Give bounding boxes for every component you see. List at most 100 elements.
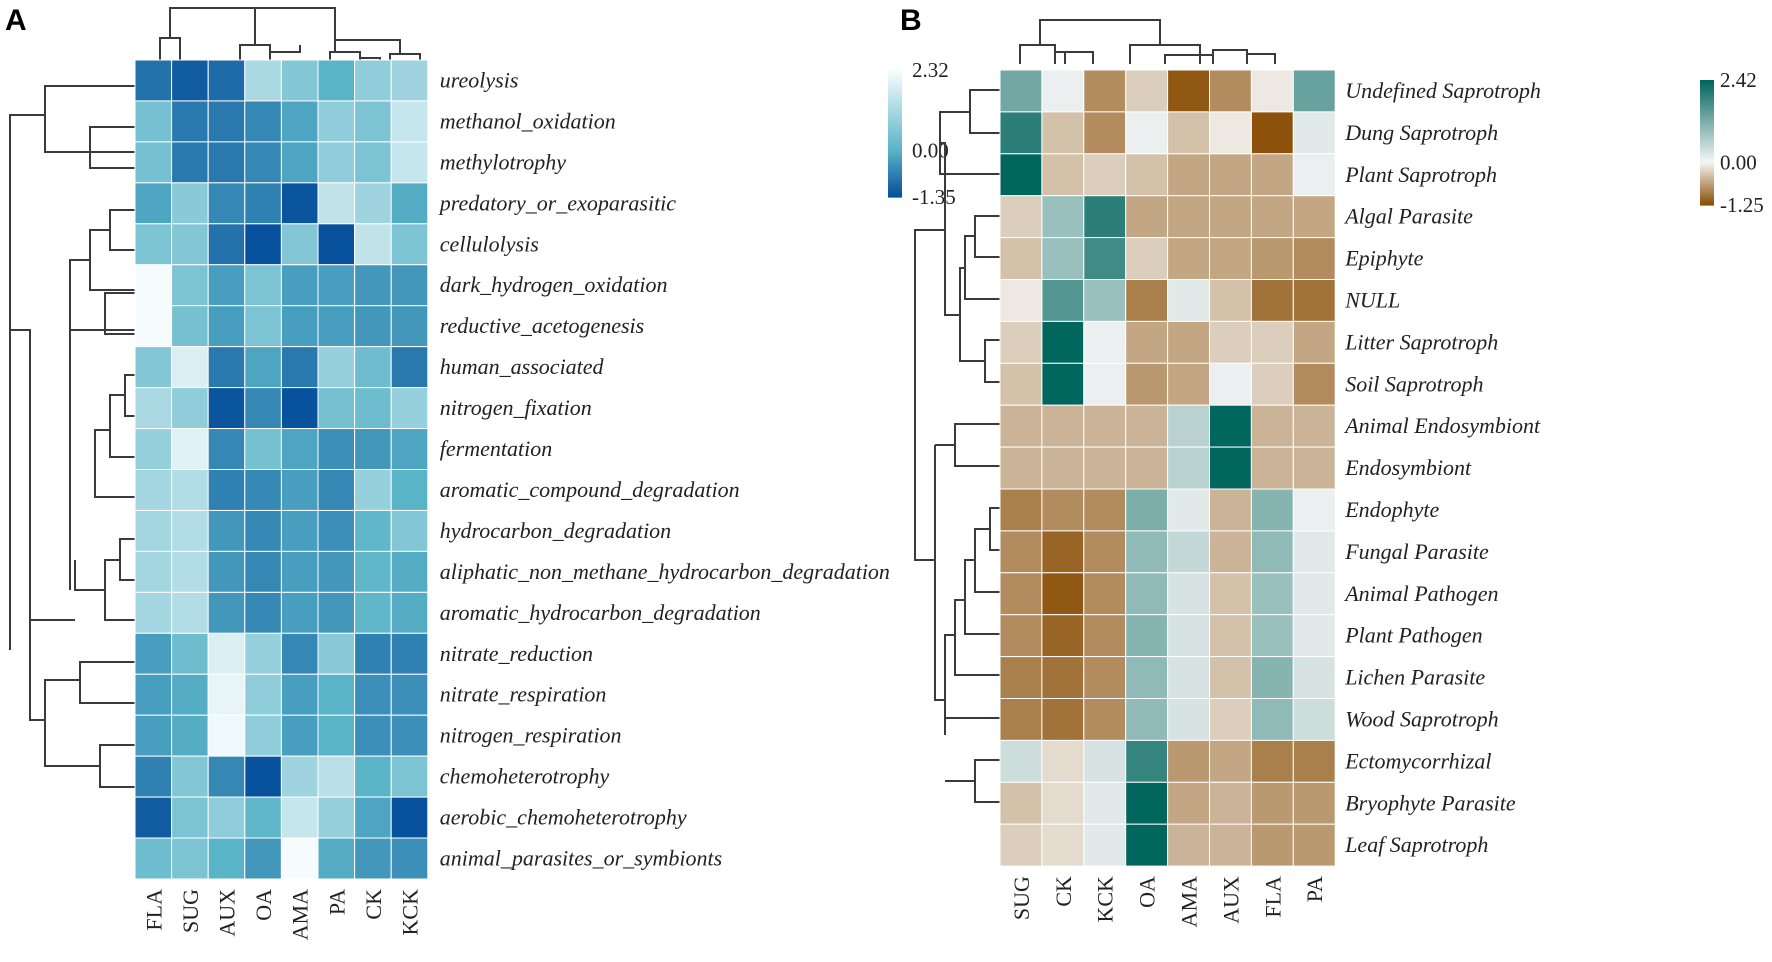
heatmap-cell-a-r4-c2 (207, 223, 246, 266)
legend-swatch-b-22 (1700, 125, 1714, 129)
legend-swatch-b-32 (1700, 146, 1714, 150)
heatmap-cell-a-r8-c7 (390, 387, 429, 430)
heatmap-cell-a-r5-c6 (354, 264, 392, 307)
legend-swatch-b-34 (1700, 150, 1714, 154)
heatmap-cell-b-r7-c7 (1292, 362, 1336, 406)
heatmap-cell-a-r16-c4 (280, 714, 319, 757)
heatmap-cell-a-r13-c3 (244, 591, 282, 634)
heatmap-cell-a-r19-c3 (244, 837, 282, 880)
heatmap-cell-a-r0-c4 (280, 59, 319, 102)
heatmap-cell-a-r10-c3 (244, 469, 282, 511)
legend-swatch-a-49 (888, 173, 902, 177)
heatmap-cell-b-r10-c4 (1167, 488, 1210, 532)
legend-swatch-a-57 (888, 190, 902, 194)
heatmap-cell-b-r1-c7 (1292, 111, 1336, 155)
legend-tick-b-1: 0.00 (1720, 150, 1757, 174)
legend-swatch-a-54 (888, 184, 902, 188)
legend-swatch-b-18 (1700, 117, 1714, 121)
row-label-b-15: Wood Saprotroph (1345, 706, 1498, 731)
legend-swatch-a-19 (888, 110, 902, 113)
heatmap-cell-a-r13-c1 (171, 591, 209, 634)
row-label-b-0: Undefined Saprotroph (1345, 78, 1541, 103)
heatmap-cell-b-r16-c5 (1209, 739, 1252, 783)
panel-b-dendrograms (914, 19, 1276, 803)
row-label-a-1: methanol_oxidation (440, 108, 616, 133)
heatmap-cell-a-r0-c6 (354, 59, 392, 102)
legend-swatch-b-1 (1700, 82, 1714, 85)
heatmap-cell-a-r17-c3 (244, 755, 282, 798)
heatmap-cell-b-r14-c7 (1292, 656, 1336, 699)
panel-b-label: B (900, 4, 922, 37)
legend-swatch-b-9 (1700, 98, 1714, 102)
legend-swatch-a-34 (888, 141, 902, 145)
heatmap-cell-a-r16-c7 (390, 714, 429, 757)
legend-swatch-b-11 (1700, 102, 1714, 106)
row-label-a-15: nitrate_respiration (440, 682, 607, 707)
row-label-a-17: chemoheterotrophy (440, 764, 610, 789)
heatmap-cell-a-r11-c1 (171, 509, 209, 552)
heatmap-cell-b-r6-c3 (1125, 320, 1169, 364)
heatmap-cell-a-r15-c2 (207, 673, 246, 716)
legend-swatch-b-48 (1700, 180, 1714, 183)
panel-b-row-labels: Undefined Saprotroph Dung Saprotroph Plant… (1343, 78, 1541, 857)
heatmap-cell-b-r16-c6 (1250, 739, 1294, 783)
heatmap-cell-b-r3-c6 (1250, 195, 1294, 239)
legend-swatch-a-7 (888, 84, 902, 88)
heatmap-cell-a-r12-c4 (280, 550, 319, 593)
heatmap-cell-a-r12-c7 (390, 550, 429, 593)
heatmap-cell-b-r5-c5 (1209, 279, 1252, 322)
heatmap-cell-a-r7-c6 (354, 346, 392, 389)
heatmap-cell-a-r14-c2 (207, 632, 246, 675)
heatmap-cell-b-r17-c5 (1209, 781, 1252, 825)
heatmap-cell-a-r17-c2 (207, 755, 246, 798)
column-label-b-4: AMA (1177, 876, 1202, 927)
heatmap-cell-b-r11-c6 (1250, 530, 1294, 574)
heatmap-cell-a-r6-c6 (354, 305, 392, 348)
heatmap-cell-a-r12-c5 (317, 550, 356, 593)
row-label-b-18: Leaf Saprotroph (1344, 832, 1488, 857)
legend-swatch-b-56 (1700, 196, 1714, 200)
legend-swatch-a-25 (888, 122, 902, 126)
legend-swatch-b-46 (1700, 175, 1714, 179)
heatmap-cell-a-r11-c0 (134, 509, 173, 552)
heatmap-cell-b-r9-c5 (1209, 446, 1252, 490)
legend-swatch-b-27 (1700, 136, 1714, 139)
heatmap-cell-b-r14-c2 (1083, 656, 1127, 699)
heatmap-cell-b-r17-c6 (1250, 781, 1294, 825)
legend-swatch-a-29 (888, 131, 902, 135)
heatmap-cell-b-r13-c4 (1167, 614, 1210, 658)
legend-swatch-b-45 (1700, 173, 1714, 177)
heatmap-cell-b-r13-c1 (1041, 614, 1085, 658)
legend-swatch-b-2 (1700, 84, 1714, 87)
heatmap-cell-b-r6-c4 (1167, 320, 1210, 364)
heatmap-cell-a-r15-c7 (390, 673, 429, 716)
heatmap-cell-a-r4-c4 (280, 223, 319, 266)
heatmap-cell-a-r9-c1 (171, 428, 209, 470)
legend-swatch-b-12 (1700, 105, 1714, 108)
row-label-b-10: Endophyte (1344, 497, 1439, 522)
heatmap-cell-a-r19-c4 (280, 837, 319, 880)
column-label-b-3: OA (1135, 876, 1160, 908)
heatmap-cell-b-r0-c4 (1167, 69, 1210, 113)
legend-swatch-b-49 (1700, 182, 1714, 185)
heatmap-cell-a-r1-c4 (280, 100, 319, 143)
panel-a-column-labels: FLA SUG AUX OA AMA PA CK KCK (141, 889, 422, 940)
heatmap-cell-b-r12-c7 (1292, 572, 1336, 616)
heatmap-cell-a-r16-c1 (171, 714, 209, 757)
panel-b-column-labels: SUG CK KCK OA AMA AUX FLA PA (1009, 876, 1327, 927)
legend-swatch-a-18 (888, 108, 902, 111)
legend-swatch-b-51 (1700, 186, 1714, 189)
column-label-a-4: AMA (288, 889, 313, 940)
legend-swatch-a-37 (888, 148, 902, 152)
legend-swatch-b-13 (1700, 107, 1714, 110)
heatmap-cell-b-r14-c5 (1209, 656, 1252, 699)
heatmap-cell-a-r18-c2 (207, 796, 246, 839)
heatmap-cell-b-r11-c2 (1083, 530, 1127, 574)
heatmap-cell-b-r10-c5 (1209, 488, 1252, 532)
legend-swatch-b-7 (1700, 94, 1714, 98)
heatmap-cell-b-r4-c0 (999, 237, 1043, 281)
heatmap-cell-a-r4-c6 (354, 223, 392, 266)
heatmap-cell-a-r0-c3 (244, 59, 282, 102)
legend-swatch-b-52 (1700, 188, 1714, 192)
